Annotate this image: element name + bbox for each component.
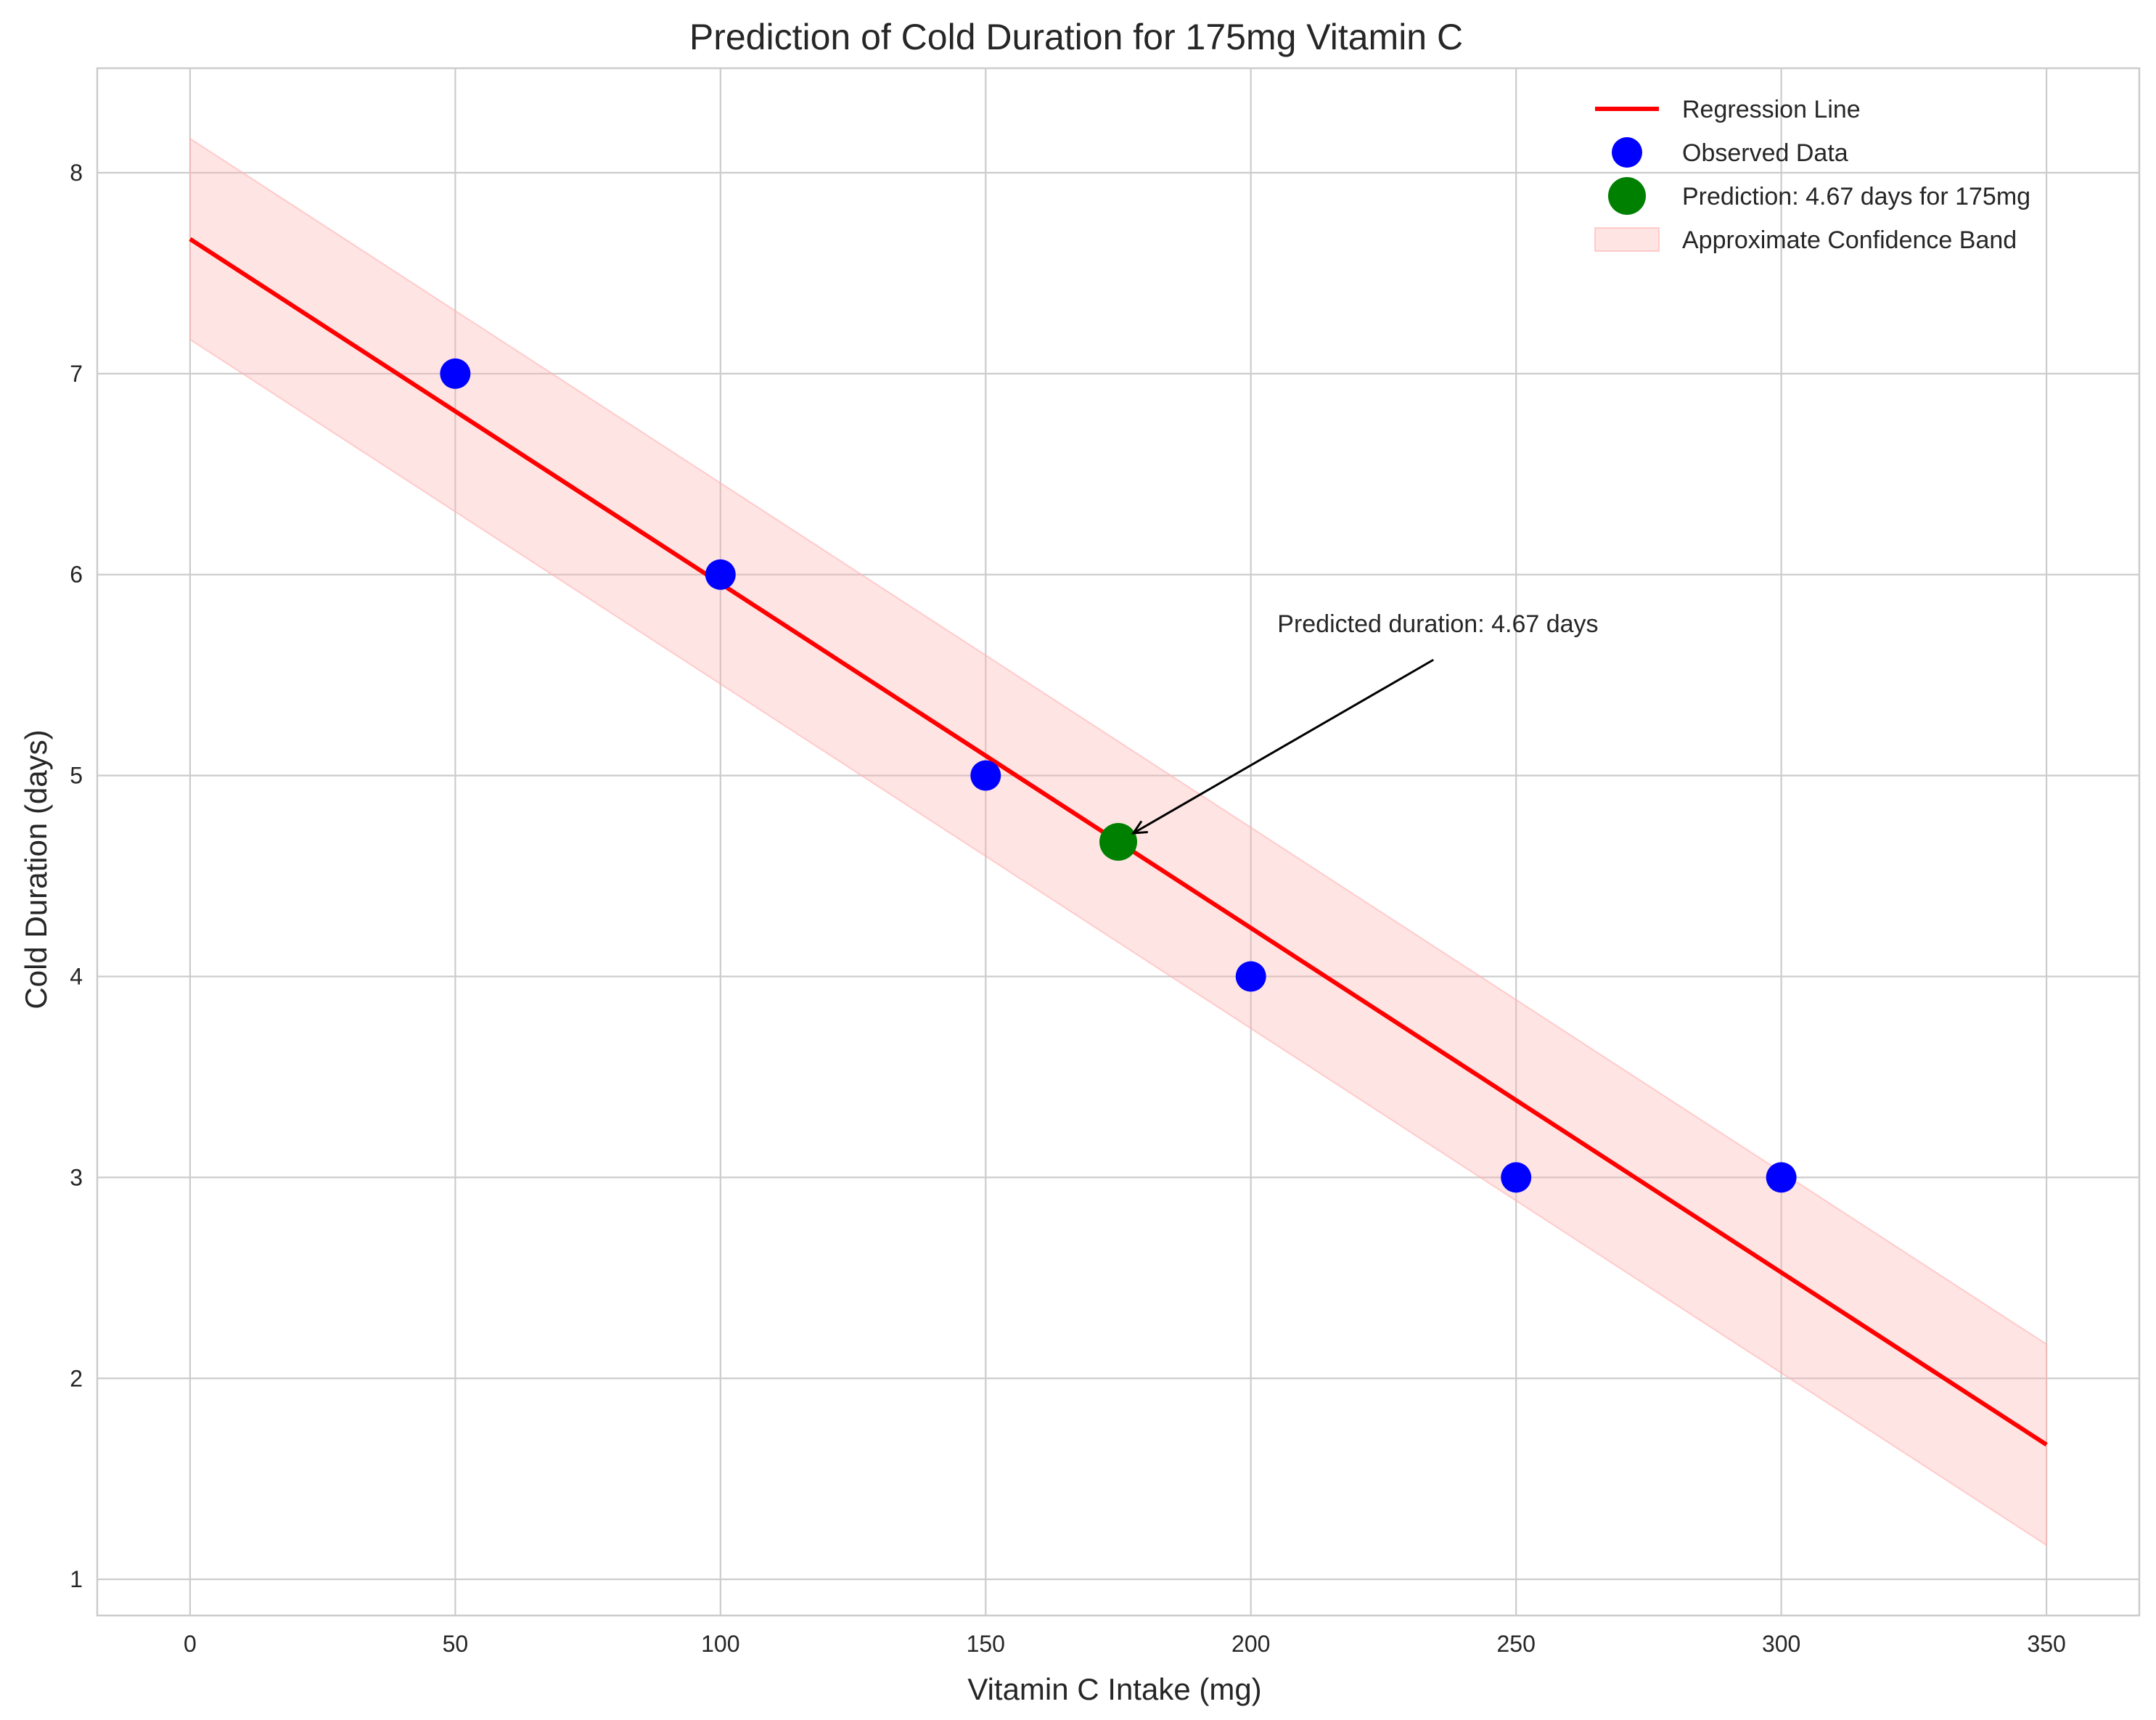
observed-points-layer [440, 358, 1797, 1193]
observed-point [1501, 1162, 1532, 1193]
x-axis-label: Vitamin C Intake (mg) [967, 1672, 1261, 1706]
annotation-arrowhead [1131, 820, 1148, 835]
y-tick-label: 5 [70, 763, 83, 789]
y-tick-label: 6 [70, 562, 83, 588]
legend-swatch-band [1594, 227, 1660, 252]
y-tick-label: 8 [70, 160, 83, 186]
x-tick-label: 0 [184, 1631, 197, 1657]
x-tick-label: 250 [1496, 1631, 1535, 1657]
legend-swatch-prediction [1608, 177, 1646, 215]
prediction-point [1099, 823, 1137, 861]
chart-title: Prediction of Cold Duration for 175mg Vi… [689, 17, 1463, 57]
y-tick-label: 3 [70, 1164, 83, 1190]
observed-point [1235, 961, 1266, 992]
annotation-text: Predicted duration: 4.67 days [1277, 610, 1598, 638]
plot-area-frame [96, 67, 2141, 1617]
y-tick-label: 2 [70, 1365, 83, 1391]
x-tick-label: 350 [2027, 1631, 2065, 1657]
x-tick-label: 150 [967, 1631, 1005, 1657]
observed-point [1766, 1162, 1797, 1193]
legend-swatch-observed [1612, 137, 1642, 168]
grid [97, 68, 2139, 1615]
x-tick-labels: 0 50 100 150 200 250 300 350 [184, 1631, 2066, 1657]
y-tick-labels: 1 2 3 4 5 6 7 8 [70, 160, 83, 1592]
y-tick-label: 1 [70, 1566, 83, 1592]
observed-point [705, 559, 736, 590]
x-tick-label: 50 [443, 1631, 469, 1657]
legend-label: Observed Data [1682, 139, 1848, 167]
legend-label: Approximate Confidence Band [1682, 226, 2017, 254]
annotation: Predicted duration: 4.67 days [1131, 610, 1599, 835]
x-tick-label: 300 [1762, 1631, 1800, 1657]
observed-point [970, 760, 1001, 791]
annotation-arrow [1133, 658, 1435, 835]
y-tick-label: 4 [70, 964, 83, 990]
observed-point [440, 358, 471, 389]
y-axis-label: Cold Duration (days) [19, 729, 53, 1009]
y-tick-label: 7 [70, 361, 83, 387]
x-tick-label: 200 [1231, 1631, 1270, 1657]
legend-label: Prediction: 4.67 days for 175mg [1682, 183, 2030, 210]
prediction-point-layer [1099, 823, 1137, 861]
legend: Regression Line Observed Data Prediction: … [1594, 96, 2030, 254]
x-tick-label: 100 [701, 1631, 739, 1657]
legend-label: Regression Line [1682, 96, 1861, 123]
